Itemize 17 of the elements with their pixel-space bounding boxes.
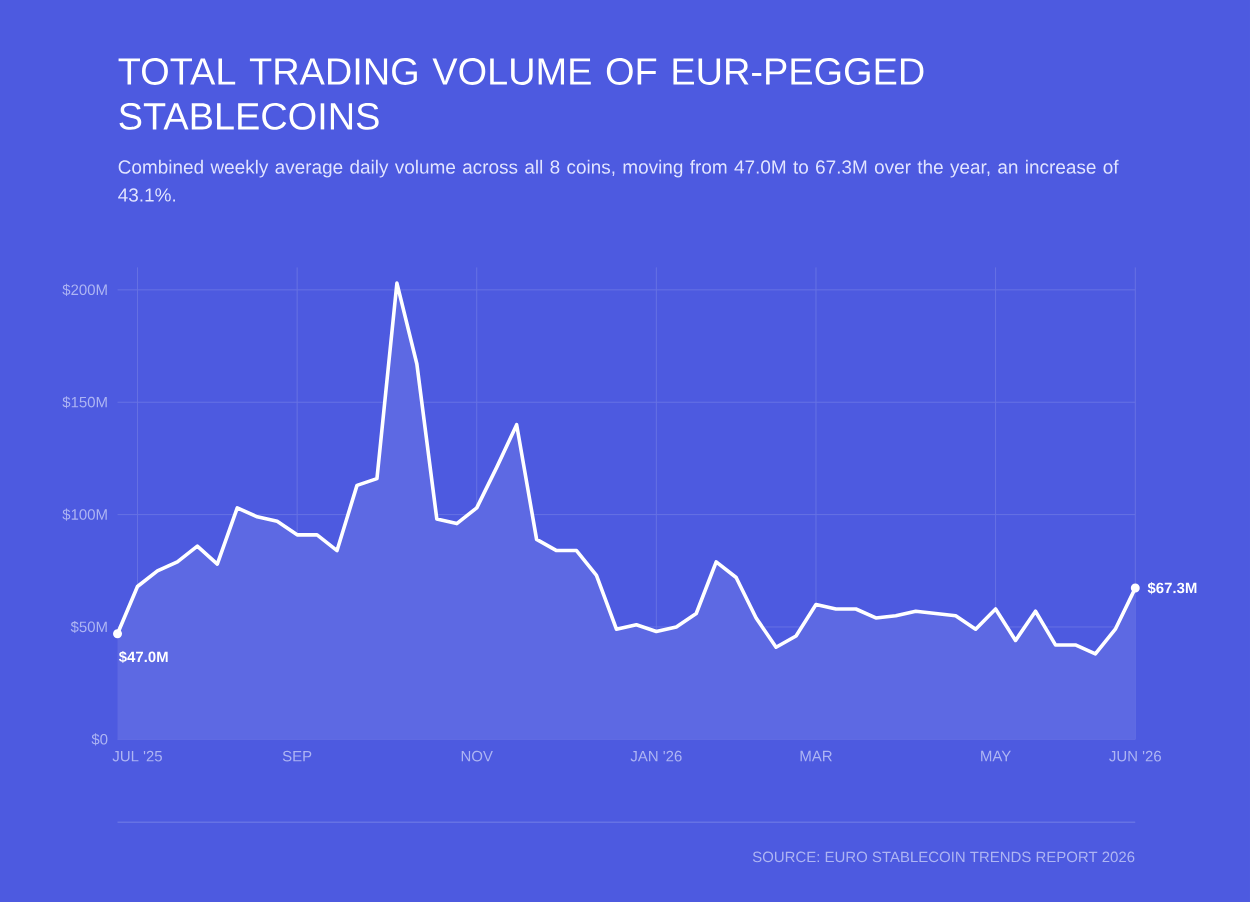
x-tick-label: JUN '26 (1109, 750, 1161, 762)
chart-title: TOTAL TRADING VOLUME OF EUR-PEGGED STABLECOINS (118, 58, 924, 130)
source-note: SOURCE: EURO STABLECOIN TRENDS REPORT 2026 (752, 851, 1135, 863)
x-tick-label: MAR (800, 750, 832, 762)
y-tick-label: $100M (62, 508, 107, 521)
data-label: $47.0M (118, 650, 168, 664)
y-tick-label: $200M (62, 283, 107, 296)
data-label: $67.3M (1147, 581, 1197, 595)
y-tick-label: $50M (70, 620, 107, 634)
y-tick-label: $0 (91, 733, 108, 746)
chart-subtitle: Combined weekly average daily volume across all 8 coins, moving from 47.0M to 67.3M over the year, an increase of 43.1%. (118, 159, 1119, 202)
x-tick-label: NOV (461, 750, 493, 762)
y-tick-label: $150M (62, 396, 107, 409)
x-tick-label: JUL '25 (112, 750, 162, 762)
x-tick-label: SEP (282, 750, 312, 762)
x-tick-label: JAN '26 (630, 750, 682, 762)
x-tick-label: MAY (981, 750, 1011, 762)
